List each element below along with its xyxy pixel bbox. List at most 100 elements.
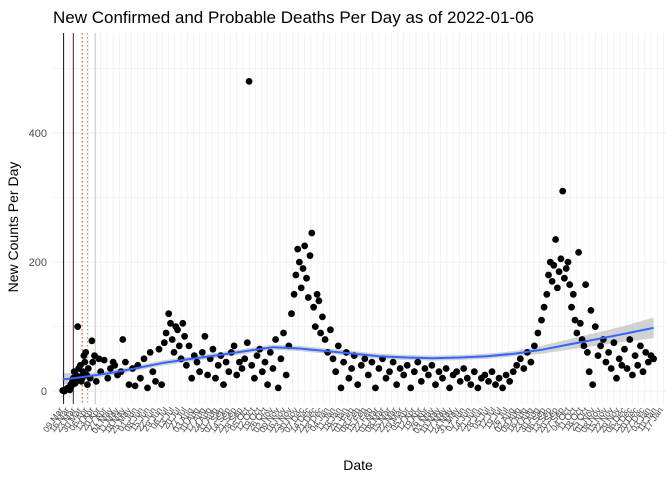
data-point bbox=[238, 365, 246, 372]
data-point bbox=[340, 358, 347, 366]
data-point bbox=[321, 336, 329, 343]
data-point bbox=[552, 236, 559, 243]
data-point bbox=[364, 371, 372, 379]
data-point bbox=[568, 303, 575, 311]
data-point bbox=[185, 342, 193, 350]
data-point bbox=[555, 268, 563, 276]
data-point bbox=[310, 303, 317, 311]
data-point bbox=[534, 329, 542, 337]
data-point bbox=[272, 336, 279, 343]
data-point bbox=[639, 368, 647, 376]
data-point bbox=[389, 358, 397, 366]
data-point bbox=[220, 381, 227, 388]
data-point bbox=[403, 361, 411, 369]
data-point bbox=[372, 384, 379, 392]
data-point bbox=[258, 368, 266, 376]
data-point bbox=[597, 342, 604, 350]
data-point bbox=[569, 290, 577, 298]
data-point bbox=[345, 374, 353, 382]
data-point bbox=[155, 345, 163, 353]
data-point bbox=[196, 368, 204, 376]
data-point bbox=[158, 381, 166, 388]
data-point bbox=[175, 342, 183, 350]
data-point bbox=[554, 284, 561, 292]
data-point bbox=[368, 358, 376, 366]
data-point bbox=[122, 358, 129, 366]
data-point bbox=[467, 381, 475, 388]
data-point bbox=[168, 336, 176, 343]
data-point bbox=[631, 352, 639, 359]
data-point bbox=[162, 329, 170, 337]
data-point bbox=[304, 294, 312, 301]
data-point bbox=[613, 374, 620, 382]
data-point bbox=[292, 271, 300, 279]
data-point bbox=[308, 229, 316, 237]
data-point bbox=[396, 365, 404, 372]
data-point bbox=[594, 352, 602, 359]
data-point bbox=[174, 326, 181, 334]
data-point bbox=[89, 358, 97, 366]
data-point bbox=[225, 368, 233, 376]
data-point bbox=[548, 278, 556, 285]
data-point bbox=[306, 252, 314, 259]
data-point bbox=[137, 374, 144, 382]
data-point bbox=[564, 258, 572, 266]
data-point bbox=[149, 368, 157, 376]
data-point bbox=[446, 384, 453, 392]
data-point bbox=[506, 378, 514, 385]
data-point bbox=[386, 368, 393, 376]
data-point bbox=[495, 374, 503, 382]
y-tick-label: 400 bbox=[29, 128, 47, 140]
data-point bbox=[375, 365, 383, 372]
data-point bbox=[348, 365, 355, 372]
data-point bbox=[95, 355, 103, 363]
data-point bbox=[499, 384, 506, 392]
data-point bbox=[435, 368, 443, 376]
data-point bbox=[644, 358, 652, 366]
data-point bbox=[642, 349, 650, 356]
data-point bbox=[605, 349, 612, 356]
data-point bbox=[354, 381, 362, 388]
data-point bbox=[92, 378, 100, 385]
data-point bbox=[531, 342, 538, 350]
data-point bbox=[317, 329, 324, 337]
data-point bbox=[329, 355, 337, 363]
data-point bbox=[571, 316, 579, 324]
data-point bbox=[540, 303, 548, 311]
data-point bbox=[280, 329, 287, 337]
data-point bbox=[637, 342, 644, 350]
data-point bbox=[573, 329, 581, 337]
data-point bbox=[144, 384, 151, 392]
data-point bbox=[236, 358, 243, 366]
data-point bbox=[543, 290, 551, 298]
y-tick-label: 0 bbox=[41, 386, 47, 398]
data-point bbox=[282, 371, 290, 379]
data-point bbox=[288, 310, 295, 318]
data-point bbox=[585, 368, 593, 376]
data-point bbox=[559, 187, 567, 195]
data-point bbox=[327, 326, 334, 334]
data-point bbox=[485, 378, 492, 385]
data-point bbox=[428, 361, 436, 369]
data-point bbox=[277, 355, 285, 363]
data-point bbox=[152, 378, 159, 385]
trend-line bbox=[62, 326, 654, 381]
data-point bbox=[492, 381, 499, 388]
data-point bbox=[245, 78, 253, 85]
data-point bbox=[303, 274, 310, 282]
data-point bbox=[629, 371, 636, 379]
data-point bbox=[311, 323, 319, 330]
data-point bbox=[425, 371, 432, 379]
trend-line-path bbox=[62, 326, 654, 381]
data-point bbox=[516, 355, 524, 363]
data-point bbox=[474, 384, 482, 392]
y-tick-label: 200 bbox=[29, 257, 47, 269]
data-point bbox=[222, 358, 230, 366]
data-point bbox=[201, 332, 209, 340]
data-point bbox=[591, 323, 599, 330]
data-point bbox=[584, 349, 591, 356]
data-point bbox=[269, 365, 277, 372]
data-point bbox=[602, 358, 610, 366]
